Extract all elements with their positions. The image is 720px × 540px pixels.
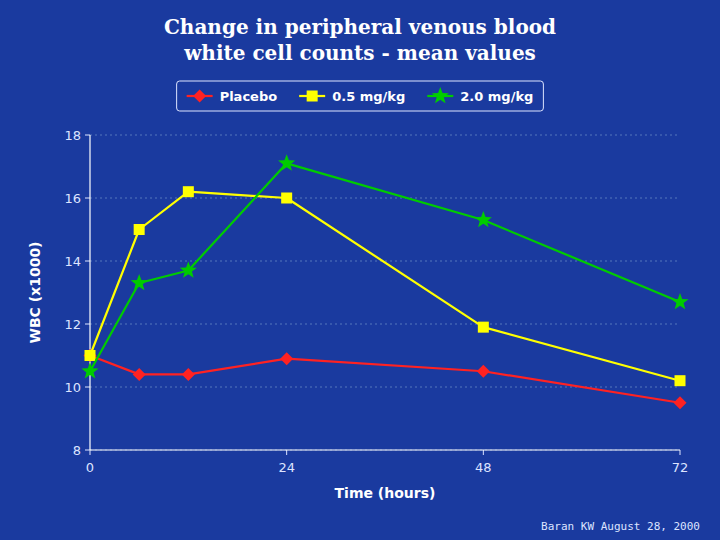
data-point [478, 322, 489, 333]
data-point [675, 375, 686, 386]
annotation: Baran KW August 28, 2000 [541, 520, 700, 533]
legend-marker [432, 87, 449, 103]
legend-frame [177, 81, 544, 111]
x-axis-line [90, 449, 680, 450]
y-tick-label: 8 [73, 443, 81, 458]
legend-label: 0.5 mg/kg [332, 89, 405, 104]
data-point [131, 274, 148, 290]
x-tick [483, 450, 484, 455]
legend-marker [193, 90, 206, 103]
data-point [85, 350, 96, 361]
y-tick [85, 135, 90, 136]
data-point [133, 368, 146, 381]
data-point [475, 211, 492, 227]
y-tick-label: 10 [64, 380, 81, 395]
legend-label: 2.0 mg/kg [460, 89, 533, 104]
data-point [134, 224, 145, 235]
legend-label: Placebo [220, 89, 278, 104]
title-line: white cell counts - mean values [183, 41, 536, 65]
data-point [278, 154, 295, 170]
data-point [84, 349, 97, 362]
data-point [180, 261, 197, 277]
legend-item: 0.5 mg/kg [299, 89, 405, 104]
data-point [281, 193, 292, 204]
x-tick-label: 72 [672, 460, 689, 475]
data-point [182, 368, 195, 381]
x-tick-label: 24 [278, 460, 295, 475]
y-tick-label: 14 [64, 254, 81, 269]
x-tick [90, 450, 91, 455]
grid-line [90, 135, 680, 136]
grid-line [90, 387, 680, 388]
data-point [477, 365, 490, 378]
series-line [90, 356, 680, 403]
y-tick-label: 18 [64, 128, 81, 143]
title: Change in peripheral venous bloodwhite c… [164, 15, 556, 65]
data-point [280, 352, 293, 365]
x-tick [286, 450, 287, 455]
legend-marker [307, 91, 318, 102]
y-tick-label: 16 [64, 191, 81, 206]
background [0, 0, 720, 540]
legend: Placebo 0.5 mg/kg 2.0 mg/kg [177, 81, 544, 111]
y-tick [85, 450, 90, 451]
y-axis-label: WBC (x1000) [27, 241, 43, 343]
y-tick [85, 387, 90, 388]
legend-item: Placebo [187, 89, 278, 104]
series [81, 154, 688, 378]
x-tick-label: 48 [475, 460, 492, 475]
data-point [81, 362, 98, 378]
y-tick [85, 261, 90, 262]
data-point [674, 396, 687, 409]
plot-area [81, 154, 688, 409]
data-point [183, 186, 194, 197]
series [85, 186, 686, 386]
legend-item: 2.0 mg/kg [427, 87, 533, 104]
series-line [90, 192, 680, 381]
y-axis-line [89, 135, 90, 450]
grid-line [90, 324, 680, 325]
series-line [90, 163, 680, 371]
grid [90, 135, 680, 450]
x-tick-label: 0 [86, 460, 94, 475]
title-line: Change in peripheral venous blood [164, 15, 556, 39]
y-tick [85, 198, 90, 199]
grid-line [90, 450, 680, 451]
data-point [671, 293, 688, 309]
x-tick [680, 450, 681, 455]
y-tick [85, 324, 90, 325]
chart: Change in peripheral venous bloodwhite c… [0, 0, 720, 540]
x-axis-label: Time (hours) [335, 485, 436, 501]
y-tick-label: 12 [64, 317, 81, 332]
